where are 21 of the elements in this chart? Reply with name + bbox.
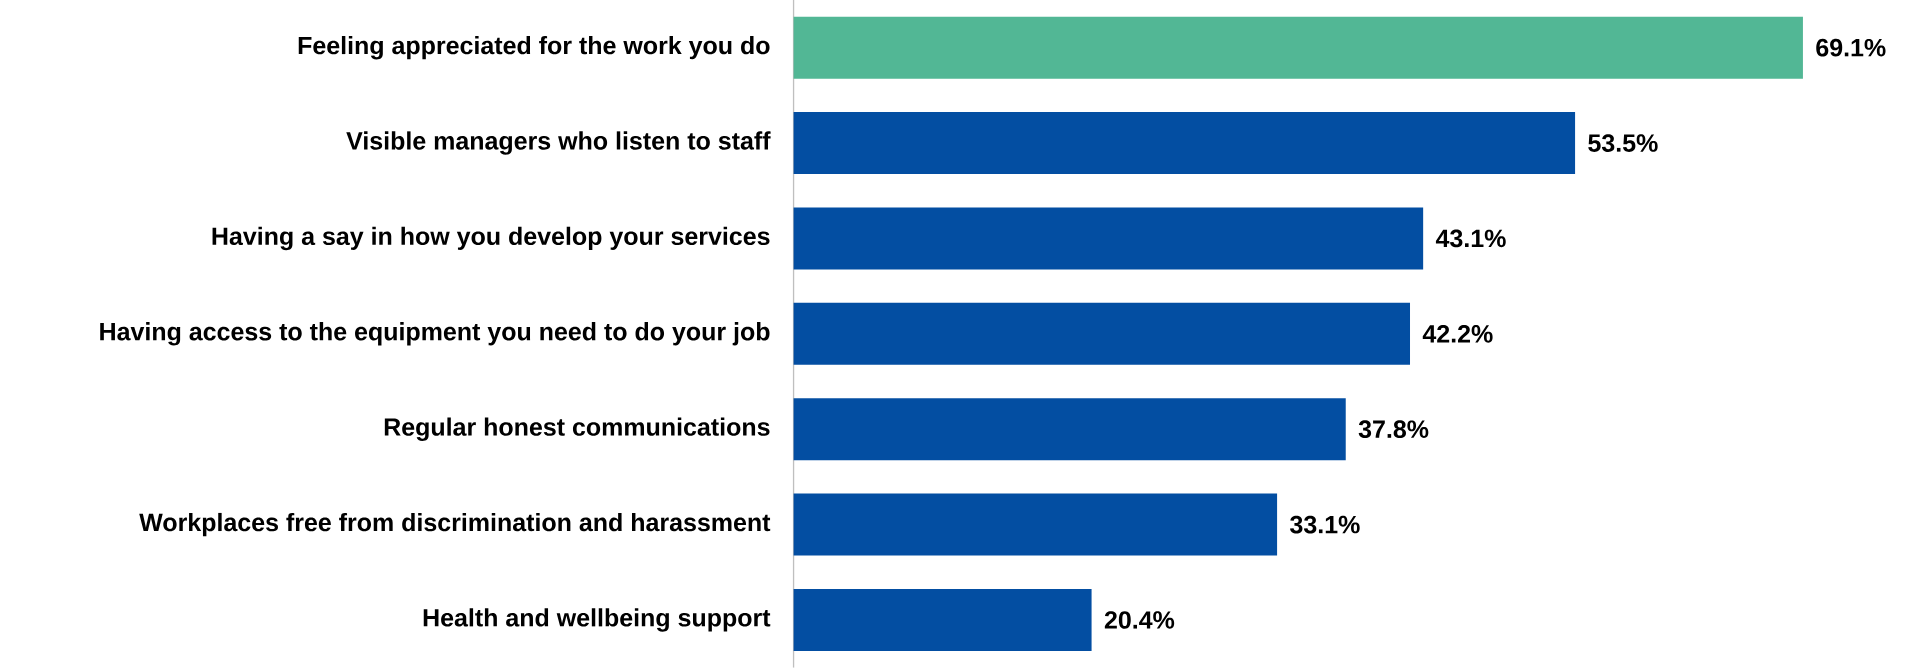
bar (793, 589, 1092, 652)
data-label: 20.4% (1104, 611, 1175, 629)
y-tick-label: Health and wellbeing support (423, 608, 771, 632)
bar (793, 112, 1576, 175)
data-label: 37.8% (1358, 420, 1429, 439)
bar (793, 493, 1278, 556)
bar (793, 398, 1346, 461)
y-tick-label: Feeling appreciated for the work you do (298, 36, 770, 60)
y-tick-label: Visible managers who listen to staff (346, 131, 771, 155)
data-label: 69.1% (1816, 39, 1886, 57)
bar (793, 16, 1803, 79)
bar (793, 303, 1411, 365)
bar (793, 207, 1424, 270)
data-label: 53.5% (1588, 134, 1658, 153)
data-label: 42.2% (1422, 325, 1493, 343)
y-tick-label: Workplaces free from discrimination and harassment (139, 513, 771, 537)
data-label: 33.1% (1290, 515, 1360, 534)
y-tick-label: Regular honest communications (384, 417, 770, 442)
y-tick-label: Having a say in how you develop your services (212, 226, 770, 251)
data-label: 43.1% (1435, 229, 1506, 248)
y-tick-label: Having access to the equipment you need to do your job (100, 322, 770, 346)
